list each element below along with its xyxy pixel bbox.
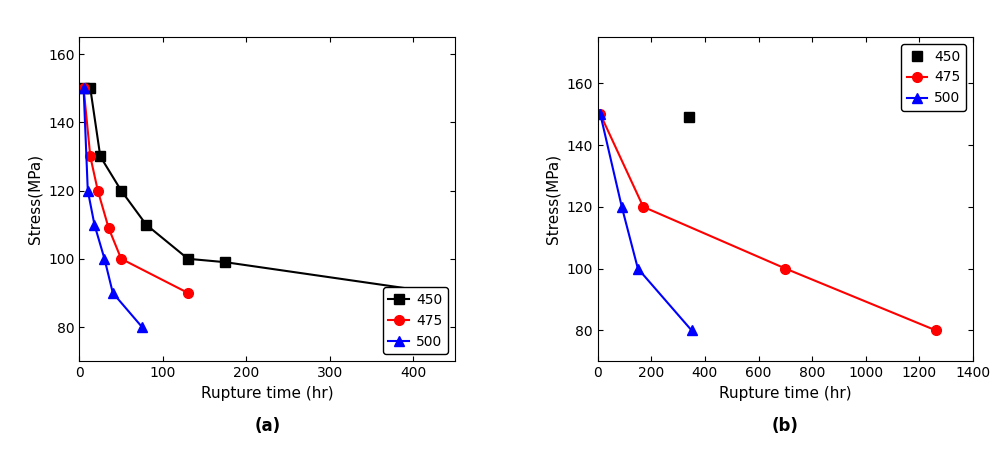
475	[77, 86, 89, 91]
475	[929, 327, 941, 333]
500	[595, 112, 607, 117]
475	[84, 154, 96, 159]
475	[182, 290, 194, 296]
475	[780, 266, 791, 271]
500	[632, 266, 643, 271]
Line: 450: 450	[78, 83, 443, 298]
X-axis label: Rupture time (hr): Rupture time (hr)	[719, 386, 852, 400]
500	[77, 86, 89, 91]
450	[84, 86, 96, 91]
500	[136, 324, 148, 330]
450	[94, 154, 106, 159]
Line: 500: 500	[78, 83, 147, 332]
450	[219, 259, 231, 265]
500	[81, 188, 93, 194]
475	[102, 225, 114, 231]
Y-axis label: Stress(MPa): Stress(MPa)	[28, 154, 43, 244]
475	[595, 112, 607, 117]
Legend: 450, 475, 500: 450, 475, 500	[901, 44, 966, 111]
Line: 500: 500	[596, 109, 696, 335]
450	[432, 290, 444, 296]
X-axis label: Rupture time (hr): Rupture time (hr)	[201, 386, 334, 400]
450	[182, 256, 194, 262]
Legend: 450, 475, 500: 450, 475, 500	[383, 287, 448, 354]
Y-axis label: Stress(MPa): Stress(MPa)	[546, 154, 561, 244]
Text: (b): (b)	[772, 417, 798, 435]
500	[685, 327, 697, 333]
450	[115, 188, 127, 194]
475	[91, 188, 103, 194]
450	[77, 86, 89, 91]
500	[98, 256, 110, 262]
500	[88, 222, 100, 227]
500	[616, 204, 628, 210]
Text: (a): (a)	[254, 417, 280, 435]
Line: 475: 475	[78, 83, 193, 298]
Line: 475: 475	[596, 109, 940, 335]
475	[115, 256, 127, 262]
475	[638, 204, 649, 210]
500	[107, 290, 119, 296]
450	[140, 222, 152, 227]
